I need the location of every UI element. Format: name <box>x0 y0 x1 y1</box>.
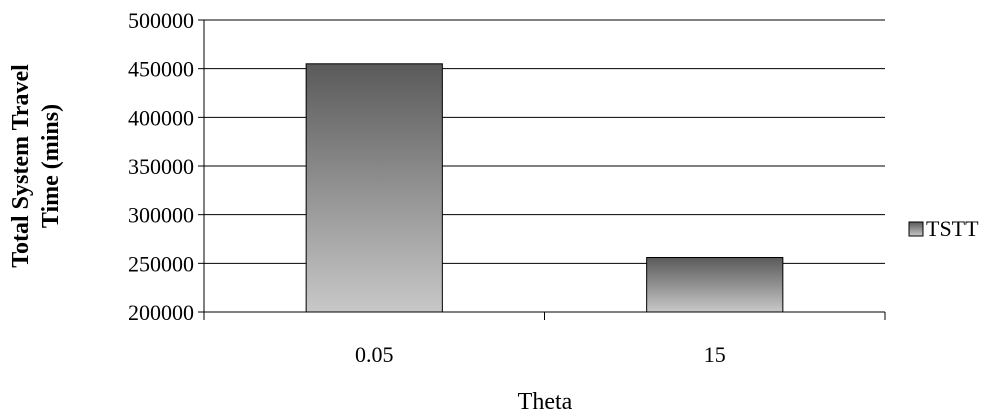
legend: TSTT <box>908 216 979 241</box>
y-tick-label: 200000 <box>128 300 194 325</box>
legend-swatch-tstt <box>908 221 924 237</box>
y-tick-label: 500000 <box>128 8 194 33</box>
y-tick-label: 450000 <box>128 57 194 82</box>
bar-0-05 <box>305 63 443 313</box>
y-tick-label: 250000 <box>128 251 194 276</box>
y-axis-title: Total System Travel Time (mins) <box>8 64 64 268</box>
x-tick-label: 15 <box>704 342 726 367</box>
y-tick-label: 350000 <box>128 154 194 179</box>
y-tick-labels: 200000 250000 300000 350000 400000 450000 5000… <box>128 8 194 325</box>
y-tick-label: 400000 <box>128 105 194 130</box>
legend-label-tstt: TSTT <box>926 216 979 241</box>
x-axis-title: Theta <box>518 389 573 415</box>
y-axis-title-line: Time (mins) <box>38 104 64 228</box>
x-tick-labels: 0.05 15 <box>355 342 726 367</box>
y-axis-title-line: Total System Travel <box>8 64 34 268</box>
bar-15 <box>646 256 784 313</box>
y-tick-label: 300000 <box>128 203 194 228</box>
bars <box>305 63 784 313</box>
x-tick-label: 0.05 <box>355 342 394 367</box>
axes <box>203 20 886 320</box>
